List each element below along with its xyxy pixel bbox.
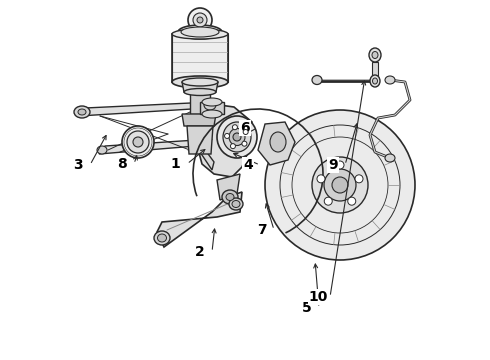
Circle shape <box>324 169 356 201</box>
Circle shape <box>332 177 348 193</box>
Circle shape <box>242 141 247 146</box>
Text: 1: 1 <box>170 157 180 171</box>
Circle shape <box>197 17 203 23</box>
Circle shape <box>193 13 207 27</box>
Circle shape <box>265 110 415 260</box>
Circle shape <box>127 131 149 153</box>
Circle shape <box>348 197 356 205</box>
Ellipse shape <box>226 194 234 201</box>
Text: 6: 6 <box>240 121 250 135</box>
Text: 5: 5 <box>302 301 312 315</box>
Ellipse shape <box>202 98 222 106</box>
Ellipse shape <box>204 100 216 110</box>
Circle shape <box>243 130 248 135</box>
Text: 7: 7 <box>257 223 267 237</box>
Ellipse shape <box>182 78 218 86</box>
Ellipse shape <box>157 234 167 242</box>
Ellipse shape <box>372 78 377 84</box>
Polygon shape <box>200 102 224 114</box>
Ellipse shape <box>385 154 395 162</box>
Circle shape <box>122 126 154 158</box>
Ellipse shape <box>78 109 86 115</box>
Polygon shape <box>99 139 212 154</box>
Text: 3: 3 <box>73 158 83 172</box>
Circle shape <box>133 137 143 147</box>
Polygon shape <box>182 114 216 126</box>
Ellipse shape <box>312 76 322 85</box>
Polygon shape <box>182 82 218 92</box>
Polygon shape <box>79 102 212 116</box>
Ellipse shape <box>233 133 241 141</box>
Polygon shape <box>190 132 214 170</box>
Ellipse shape <box>154 231 170 245</box>
Text: 2: 2 <box>195 245 205 259</box>
Ellipse shape <box>223 122 251 152</box>
Ellipse shape <box>74 106 90 118</box>
Text: 9: 9 <box>328 158 338 172</box>
Ellipse shape <box>181 27 219 37</box>
Ellipse shape <box>385 76 395 84</box>
Polygon shape <box>194 104 252 177</box>
Circle shape <box>312 157 368 213</box>
Text: 8: 8 <box>117 157 127 171</box>
Ellipse shape <box>369 48 381 62</box>
Polygon shape <box>187 126 213 154</box>
Ellipse shape <box>370 75 380 87</box>
Circle shape <box>324 197 332 205</box>
Ellipse shape <box>202 110 222 118</box>
Polygon shape <box>372 62 378 77</box>
Ellipse shape <box>229 198 243 210</box>
Ellipse shape <box>372 51 378 59</box>
Circle shape <box>188 8 212 32</box>
Text: 10: 10 <box>308 290 328 304</box>
Ellipse shape <box>184 89 216 95</box>
Circle shape <box>317 175 325 183</box>
Circle shape <box>355 175 363 183</box>
Polygon shape <box>190 92 210 114</box>
Circle shape <box>232 125 238 130</box>
Polygon shape <box>172 34 228 82</box>
Ellipse shape <box>97 146 107 154</box>
Ellipse shape <box>172 29 228 39</box>
Circle shape <box>230 144 235 149</box>
Ellipse shape <box>178 25 222 39</box>
Ellipse shape <box>172 76 228 88</box>
Ellipse shape <box>217 116 257 158</box>
Circle shape <box>224 134 229 139</box>
Ellipse shape <box>229 129 245 145</box>
Circle shape <box>336 161 344 169</box>
Ellipse shape <box>232 201 240 207</box>
Text: 4: 4 <box>243 158 253 172</box>
Polygon shape <box>157 192 242 247</box>
Ellipse shape <box>222 190 238 204</box>
Polygon shape <box>258 122 295 165</box>
Ellipse shape <box>270 132 286 152</box>
Polygon shape <box>217 174 240 200</box>
